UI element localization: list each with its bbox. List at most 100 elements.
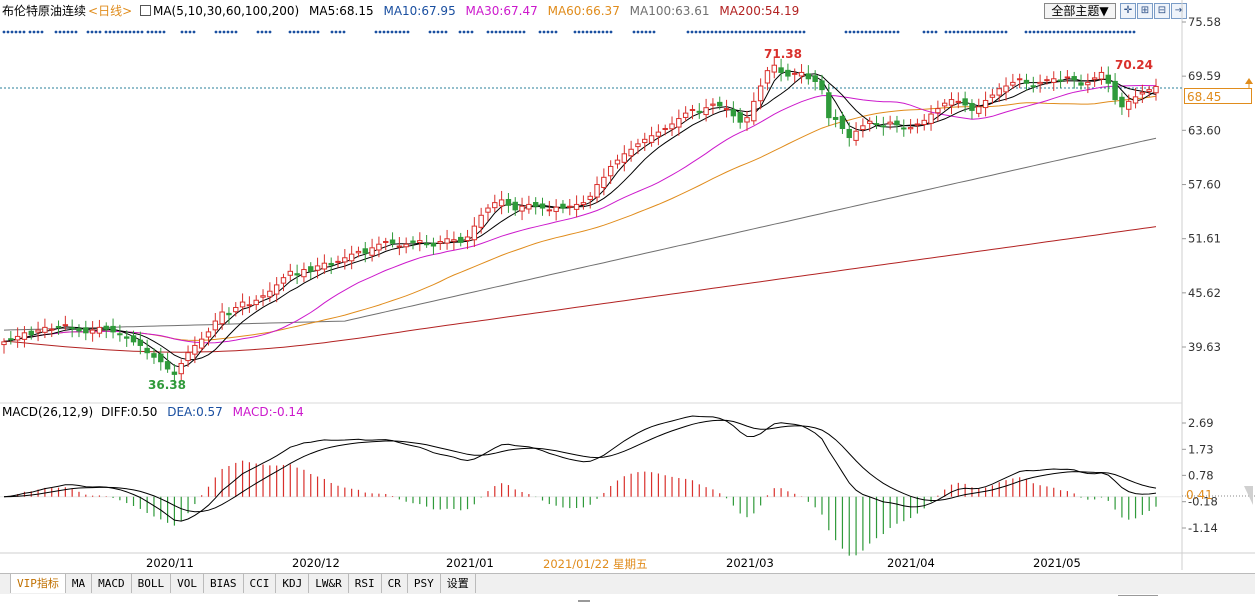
- event-dot: [686, 30, 690, 34]
- candle-body-up: [587, 195, 593, 200]
- tab-cr[interactable]: CR: [382, 574, 408, 593]
- candle-body-up: [1044, 79, 1050, 82]
- event-dot: [738, 30, 742, 34]
- candle-body-up: [1, 341, 7, 346]
- event-dot: [466, 30, 470, 34]
- tab-psy[interactable]: PSY: [408, 574, 441, 593]
- candle-body-down: [69, 327, 75, 330]
- tab-vip-indicator[interactable]: VIP指标: [11, 574, 66, 593]
- event-dot: [1040, 30, 1044, 34]
- candle-body-down: [423, 243, 430, 246]
- candle-body-up: [601, 176, 607, 188]
- event-dot: [1132, 30, 1136, 34]
- tab-macd[interactable]: MACD: [92, 574, 132, 593]
- event-dot: [296, 30, 300, 34]
- event-dot: [192, 30, 196, 34]
- candle-body-up: [192, 344, 198, 355]
- event-dot: [154, 30, 158, 34]
- event-dot: [968, 30, 972, 34]
- candle-body-down: [76, 328, 82, 332]
- event-dot: [794, 30, 798, 34]
- date-label-2020-11: 2020/11: [146, 556, 194, 570]
- candle-body-up: [1098, 71, 1105, 80]
- event-dot: [644, 30, 648, 34]
- zoom-out-icon[interactable]: ⊟: [1154, 3, 1170, 19]
- candle-body-down: [1119, 96, 1125, 108]
- drag-handle-icon[interactable]: [578, 594, 590, 602]
- period-label[interactable]: <日线>: [88, 4, 133, 18]
- event-dot: [518, 30, 522, 34]
- event-dot: [926, 30, 930, 34]
- candle-body-up: [642, 138, 648, 144]
- event-dot: [758, 30, 762, 34]
- event-dot: [398, 30, 402, 34]
- indicator-tab-bar: VIP指标 MA MACD BOLL VOL BIAS CCI KDJ LW&R…: [0, 573, 1255, 595]
- candle-body-up: [62, 324, 69, 327]
- tab-kdj[interactable]: KDJ: [276, 574, 310, 593]
- candle-body-up: [996, 88, 1002, 96]
- ma5-line: [3, 70, 1157, 368]
- tab-cci[interactable]: CCI: [244, 574, 277, 593]
- candle-body-down: [894, 120, 900, 126]
- candle-body-up: [792, 72, 798, 75]
- event-dot: [640, 30, 644, 34]
- candle-body-down: [1030, 85, 1037, 88]
- event-dot: [222, 30, 226, 34]
- tab-rsi[interactable]: RSI: [349, 574, 382, 593]
- event-dot: [550, 30, 554, 34]
- event-dot: [1092, 30, 1096, 34]
- tab-vol[interactable]: VOL: [171, 574, 204, 593]
- event-dot: [573, 30, 577, 34]
- macd-tick-label: -0.18: [1188, 495, 1218, 509]
- tab-ma[interactable]: MA: [66, 574, 93, 593]
- zoom-in-icon[interactable]: ⊞: [1137, 3, 1153, 19]
- event-dot: [746, 30, 750, 34]
- event-dot: [742, 30, 746, 34]
- event-dot: [494, 30, 498, 34]
- tab-scroll-handle[interactable]: [0, 574, 11, 593]
- candle-body-up: [764, 70, 771, 84]
- ma100-line: [3, 137, 1157, 331]
- event-dot: [40, 30, 44, 34]
- event-dot: [104, 30, 108, 34]
- candle-body-down: [778, 67, 784, 73]
- tab-lwr[interactable]: LW&R: [309, 574, 349, 593]
- event-dot: [502, 30, 506, 34]
- event-dot: [292, 30, 296, 34]
- candle-body-up: [676, 118, 682, 128]
- candle-body-up: [771, 64, 777, 73]
- candle-body-down: [1078, 82, 1084, 86]
- event-dot: [458, 30, 462, 34]
- candle-body-down: [117, 333, 123, 336]
- event-dot: [860, 30, 864, 34]
- macd-scroll-icon: [1244, 486, 1253, 505]
- scroll-right-icon[interactable]: ⇥: [1171, 3, 1187, 19]
- candle-body-up: [321, 262, 328, 270]
- event-dot: [506, 30, 510, 34]
- crosshair-icon[interactable]: ✛: [1120, 3, 1136, 19]
- ma60-readout: MA60:66.37: [547, 4, 620, 18]
- candle-body-down: [389, 239, 396, 244]
- event-dot: [934, 30, 938, 34]
- event-dot: [734, 30, 738, 34]
- candle-body-up: [1085, 81, 1091, 86]
- candle-body-down: [717, 101, 723, 107]
- tab-boll[interactable]: BOLL: [132, 574, 172, 593]
- event-dot: [486, 30, 490, 34]
- tab-bias[interactable]: BIAS: [204, 574, 244, 593]
- candle-body-down: [430, 242, 437, 247]
- candle-body-up: [1016, 78, 1023, 81]
- ma-toggle-icon[interactable]: [139, 5, 151, 16]
- event-dot: [601, 30, 605, 34]
- event-dot: [605, 30, 609, 34]
- candle-body-up: [451, 239, 457, 242]
- theme-select-button[interactable]: 全部主题▼: [1044, 3, 1116, 19]
- tab-settings[interactable]: 设置: [441, 574, 476, 593]
- candle-body-down: [730, 109, 737, 117]
- candle-body-down: [171, 371, 178, 375]
- candle-body-down: [28, 330, 34, 336]
- event-dot: [984, 30, 988, 34]
- event-dot: [150, 30, 154, 34]
- event-dot: [162, 30, 166, 34]
